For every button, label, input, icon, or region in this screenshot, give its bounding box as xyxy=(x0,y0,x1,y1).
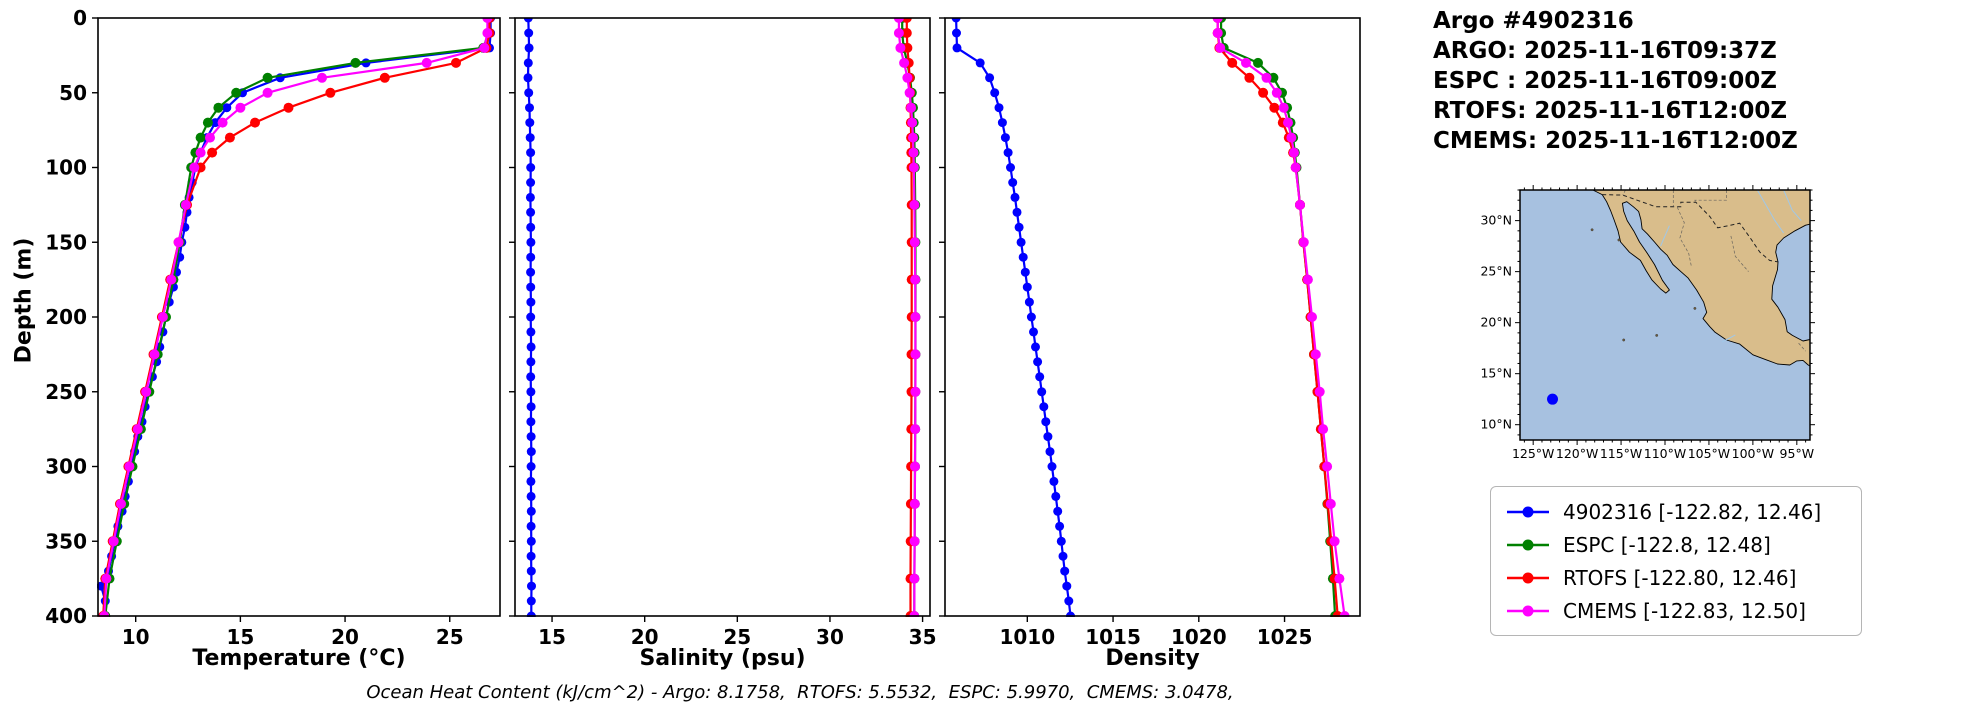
y-tick-label: 400 xyxy=(45,604,87,628)
legend-item: ESPC [-122.8, 12.48] xyxy=(1505,528,1847,561)
map-lon-label: 110°W xyxy=(1644,446,1686,461)
legend-label: 4902316 [-122.82, 12.46] xyxy=(1563,499,1822,524)
us-mexico-border-line xyxy=(1602,194,1779,263)
legend-item: CMEMS [-122.83, 12.50] xyxy=(1505,594,1847,627)
float-title: Argo #4902316 xyxy=(1433,8,1634,34)
series-rtofs xyxy=(98,18,495,617)
map-lat-label: 30°N xyxy=(1480,213,1512,228)
series-rtofs xyxy=(1212,18,1343,617)
legend-label: ESPC [-122.8, 12.48] xyxy=(1563,532,1771,557)
series-4902316 xyxy=(951,18,1075,617)
river-lines xyxy=(1660,189,1802,343)
ocean-heat-content-annotation: Ocean Heat Content (kJ/cm^2) - Argo: 8.1… xyxy=(366,682,1234,703)
island-dots xyxy=(1590,228,1697,342)
map-canvas: 125°W 120°W 115°W 110°W 105°W 100°W 95°W 10°N 15… xyxy=(1480,185,1815,461)
map-lon-label: 115°W xyxy=(1600,446,1642,461)
x-tick-label: 30 xyxy=(816,625,844,649)
series-cmems xyxy=(1212,18,1350,617)
temperature-axis-title: Temperature (°C) xyxy=(192,646,406,671)
y-tick-label: 0 xyxy=(73,6,87,30)
series-espc xyxy=(1216,18,1341,617)
density-axis-title: Density xyxy=(1105,646,1200,671)
x-tick-label: 1025 xyxy=(1257,625,1313,649)
map-lon-label: 100°W xyxy=(1732,446,1774,461)
map-lat-label: 10°N xyxy=(1480,417,1512,432)
map-lon-label: 120°W xyxy=(1556,446,1598,461)
x-tick-label: 1010 xyxy=(999,625,1055,649)
y-tick-label: 250 xyxy=(45,380,87,404)
y-tick-label: 200 xyxy=(45,305,87,329)
plot-frame xyxy=(97,17,501,617)
y-tick-label: 350 xyxy=(45,529,87,553)
legend-marker-icon xyxy=(1507,572,1549,583)
map-lon-label: 105°W xyxy=(1688,446,1730,461)
series-cmems xyxy=(893,18,921,617)
series-layer xyxy=(951,18,1350,617)
map-lon-label: 95°W xyxy=(1780,446,1815,461)
series-4902316 xyxy=(523,18,536,617)
float-position-marker xyxy=(1547,393,1559,405)
density-chart: 1010 1015 1020 1025 xyxy=(939,17,1361,649)
x-tick-label: 10 xyxy=(122,625,150,649)
legend-marker-icon xyxy=(1507,605,1549,616)
x-tick-label: 25 xyxy=(436,625,464,649)
plot-frame xyxy=(944,17,1361,617)
x-tick-label: 1020 xyxy=(1171,625,1227,649)
plot-frame xyxy=(514,17,931,617)
legend-label: RTOFS [-122.80, 12.46] xyxy=(1563,565,1797,590)
map-lat-label: 15°N xyxy=(1480,366,1512,381)
map-lat-label: 25°N xyxy=(1480,264,1512,279)
map-lat-label: 20°N xyxy=(1480,315,1512,330)
depth-axis-label: Depth (m) xyxy=(11,237,37,364)
argo-timestamp: ARGO: 2025-11-16T09:37Z xyxy=(1433,38,1777,64)
salinity-chart: 15 20 25 30 35 xyxy=(509,17,937,649)
x-tick-label: 20 xyxy=(631,625,659,649)
series-layer xyxy=(97,18,496,617)
legend-item: 4902316 [-122.82, 12.46] xyxy=(1505,495,1847,528)
x-tick-label: 20 xyxy=(331,625,359,649)
profile-header: Argo #4902316 ARGO: 2025-11-16T09:37Z ES… xyxy=(1433,6,1798,156)
state-boundary-lines xyxy=(1622,189,1806,352)
legend-marker-icon xyxy=(1507,506,1549,517)
map-lon-label: 125°W xyxy=(1512,446,1554,461)
legend-label: CMEMS [-122.83, 12.50] xyxy=(1563,598,1806,623)
cmems-timestamp: CMEMS: 2025-11-16T12:00Z xyxy=(1433,128,1798,154)
espc-timestamp: ESPC : 2025-11-16T09:00Z xyxy=(1433,68,1777,94)
x-tick-label: 1015 xyxy=(1085,625,1141,649)
x-tick-label: 15 xyxy=(226,625,254,649)
x-tick-label: 35 xyxy=(909,625,937,649)
mexico-landmass xyxy=(1592,189,1811,367)
rtofs-timestamp: RTOFS: 2025-11-16T12:00Z xyxy=(1433,98,1788,124)
location-map: 125°W 120°W 115°W 110°W 105°W 100°W 95°W 10°N 15… xyxy=(1480,185,1815,461)
y-tick-label: 100 xyxy=(45,156,87,180)
legend-item: RTOFS [-122.80, 12.46] xyxy=(1505,561,1847,594)
legend-marker-icon xyxy=(1507,539,1549,550)
series-layer xyxy=(523,18,921,617)
x-tick-label: 25 xyxy=(723,625,751,649)
legend: 4902316 [-122.82, 12.46] ESPC [-122.8, 12… xyxy=(1490,486,1862,636)
salinity-axis-title: Salinity (psu) xyxy=(639,646,806,671)
y-tick-label: 300 xyxy=(45,455,87,479)
series-cmems xyxy=(99,18,493,617)
y-tick-label: 50 xyxy=(59,81,87,105)
y-tick-label: 150 xyxy=(45,230,87,254)
x-tick-label: 15 xyxy=(538,625,566,649)
